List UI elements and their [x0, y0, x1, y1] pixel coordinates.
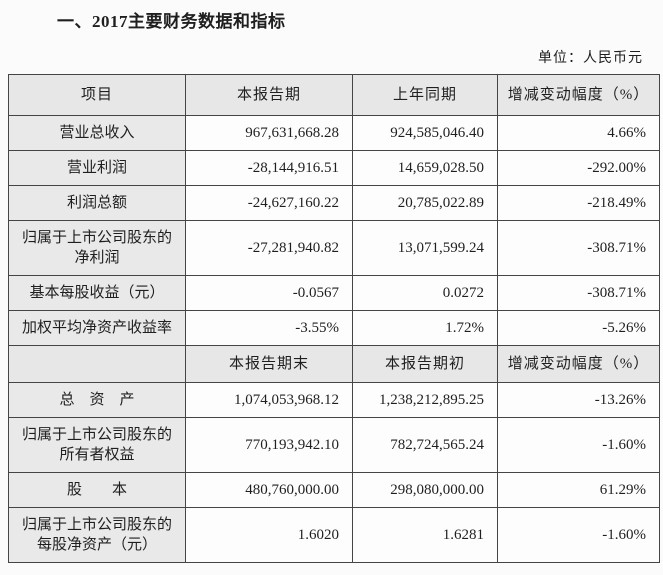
- change-value-cell: -1.60%: [497, 417, 660, 473]
- prior-value-cell: 782,724,565.24: [352, 417, 498, 473]
- header-cell: 增减变动幅度（%）: [497, 74, 660, 116]
- prior-value-cell: 1.6281: [352, 507, 498, 563]
- prior-value-cell: 13,071,599.24: [352, 220, 498, 276]
- change-value-cell: -308.71%: [497, 220, 660, 276]
- prior-value-cell: 924,585,046.40: [352, 115, 498, 151]
- current-value-cell: 967,631,668.28: [185, 115, 353, 151]
- table-row: 营业总收入 967,631,668.28 924,585,046.40 4.66%: [8, 115, 660, 151]
- financial-table: 项目 本报告期 上年同期 增减变动幅度（%） 营业总收入 967,631,668.28 92…: [8, 74, 660, 563]
- header-cell: [8, 345, 186, 383]
- table-row: 股 本 480,760,000.00 298,080,000.00 61.29%: [8, 472, 660, 508]
- current-value-cell: -3.55%: [185, 310, 353, 346]
- header-cell: 本报告期初: [352, 345, 498, 383]
- prior-value-cell: 14,659,028.50: [352, 150, 498, 186]
- change-value-cell: -13.26%: [497, 382, 660, 418]
- current-value-cell: -24,627,160.22: [185, 185, 353, 221]
- item-cell: 利润总额: [8, 185, 186, 221]
- item-cell: 归属于上市公司股东的净利润: [8, 220, 186, 276]
- item-cell: 营业利润: [8, 150, 186, 186]
- prior-value-cell: 20,785,022.89: [352, 185, 498, 221]
- item-cell: 加权平均净资产收益率: [8, 310, 186, 346]
- table-header-row: 本报告期末 本报告期初 增减变动幅度（%）: [8, 345, 660, 383]
- table-header-row: 项目 本报告期 上年同期 增减变动幅度（%）: [8, 74, 660, 116]
- table-row: 基本每股收益（元） -0.0567 0.0272 -308.71%: [8, 275, 660, 311]
- header-cell: 本报告期末: [185, 345, 353, 383]
- header-cell: 增减变动幅度（%）: [497, 345, 660, 383]
- change-value-cell: 4.66%: [497, 115, 660, 151]
- item-cell: 基本每股收益（元）: [8, 275, 186, 311]
- change-value-cell: 61.29%: [497, 472, 660, 508]
- table-row: 营业利润 -28,144,916.51 14,659,028.50 -292.00%: [8, 150, 660, 186]
- change-value-cell: -308.71%: [497, 275, 660, 311]
- item-cell: 归属于上市公司股东的每股净资产（元）: [8, 507, 186, 563]
- table-row: 归属于上市公司股东的每股净资产（元） 1.6020 1.6281 -1.60%: [8, 507, 660, 563]
- change-value-cell: -218.49%: [497, 185, 660, 221]
- unit-label: 单位：人民币元: [538, 51, 643, 66]
- header-cell: 上年同期: [352, 74, 498, 116]
- item-cell: 营业总收入: [8, 115, 186, 151]
- item-cell: 股 本: [8, 472, 186, 508]
- table-row: 总 资 产 1,074,053,968.12 1,238,212,895.25 -13…: [8, 382, 660, 418]
- prior-value-cell: 1.72%: [352, 310, 498, 346]
- current-value-cell: 770,193,942.10: [185, 417, 353, 473]
- header-cell: 本报告期: [185, 74, 353, 116]
- header-cell: 项目: [8, 74, 186, 116]
- item-cell: 归属于上市公司股东的所有者权益: [8, 417, 186, 473]
- table-row: 利润总额 -24,627,160.22 20,785,022.89 -218.49%: [8, 185, 660, 221]
- table-row: 归属于上市公司股东的所有者权益 770,193,942.10 782,724,565…: [8, 417, 660, 473]
- financial-table-body: 项目 本报告期 上年同期 增减变动幅度（%） 营业总收入 967,631,668.28 92…: [8, 74, 660, 563]
- current-value-cell: 1,074,053,968.12: [185, 382, 353, 418]
- current-value-cell: -28,144,916.51: [185, 150, 353, 186]
- current-value-cell: 1.6020: [185, 507, 353, 563]
- item-cell: 总 资 产: [8, 382, 186, 418]
- current-value-cell: -0.0567: [185, 275, 353, 311]
- prior-value-cell: 0.0272: [352, 275, 498, 311]
- page-title: 一、2017主要财务数据和指标: [57, 12, 286, 31]
- change-value-cell: -5.26%: [497, 310, 660, 346]
- change-value-cell: -1.60%: [497, 507, 660, 563]
- table-row: 加权平均净资产收益率 -3.55% 1.72% -5.26%: [8, 310, 660, 346]
- prior-value-cell: 1,238,212,895.25: [352, 382, 498, 418]
- prior-value-cell: 298,080,000.00: [352, 472, 498, 508]
- table-row: 归属于上市公司股东的净利润 -27,281,940.82 13,071,599.24…: [8, 220, 660, 276]
- change-value-cell: -292.00%: [497, 150, 660, 186]
- current-value-cell: -27,281,940.82: [185, 220, 353, 276]
- current-value-cell: 480,760,000.00: [185, 472, 353, 508]
